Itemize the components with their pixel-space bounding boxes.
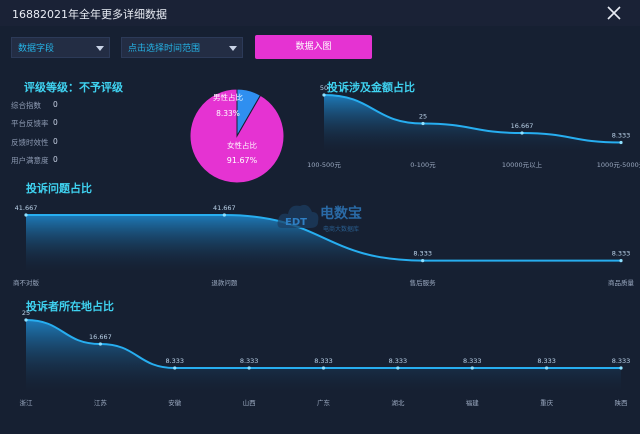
watermark-brand: 电数宝 — [320, 205, 362, 222]
stat-label: 平台反馈率 — [11, 119, 49, 128]
amount-chart-title: 投诉涉及金额占比 — [327, 81, 415, 94]
close-icon[interactable] — [606, 5, 622, 21]
issue-chart-title: 投诉问题占比 — [26, 182, 92, 195]
chevron-down-icon — [229, 46, 237, 51]
stat-value: 0 — [53, 100, 58, 109]
data-field-select[interactable]: 数据字段 — [11, 37, 110, 58]
window-title: 16882021年全年更多详细数据 — [12, 8, 167, 21]
chevron-down-icon — [96, 46, 104, 51]
rating-title: 评级等级：不予评级 — [24, 81, 123, 94]
stat-row: 综合指数 0 — [11, 100, 58, 111]
stat-label: 反馈时效性 — [11, 138, 49, 147]
stat-label: 用户满意度 — [11, 156, 49, 165]
chart-button[interactable]: 数据入图 — [255, 35, 372, 59]
stat-value: 0 — [53, 155, 58, 164]
stat-value: 0 — [53, 137, 58, 146]
time-range-placeholder: 点击选择时间范围 — [128, 44, 201, 54]
watermark-logo-text: EDT — [285, 217, 307, 228]
watermark-sub: 电商大数据库 — [323, 225, 359, 233]
watermark-cloud-icon: EDT 电数宝 电商大数据库 — [277, 204, 362, 233]
stat-row: 平台反馈率 0 — [11, 118, 58, 129]
stat-label: 综合指数 — [11, 101, 41, 110]
stat-row: 反馈时效性 0 — [11, 137, 58, 148]
location-chart-title: 投诉者所在地占比 — [26, 300, 114, 313]
watermark: EDT 电数宝 电商大数据库 — [276, 198, 376, 242]
data-field-value: 数据字段 — [18, 44, 55, 54]
stat-value: 0 — [53, 118, 58, 127]
stat-row: 用户满意度 0 — [11, 155, 58, 166]
time-range-select[interactable]: 点击选择时间范围 — [121, 37, 243, 58]
title-bar: 16882021年全年更多详细数据 — [0, 0, 640, 26]
